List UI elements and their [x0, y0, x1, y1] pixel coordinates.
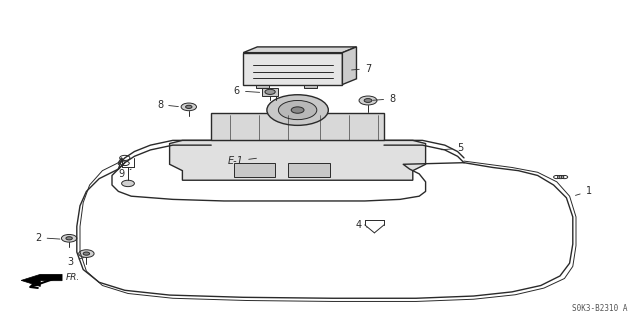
Circle shape: [79, 250, 94, 257]
Text: 2: 2: [35, 233, 60, 243]
Polygon shape: [170, 140, 426, 180]
Polygon shape: [288, 163, 330, 177]
Polygon shape: [243, 47, 356, 53]
Circle shape: [265, 89, 275, 94]
Polygon shape: [342, 47, 356, 85]
Circle shape: [291, 107, 304, 113]
Polygon shape: [243, 53, 342, 85]
Text: 9: 9: [118, 169, 131, 179]
Text: 3: 3: [67, 256, 84, 267]
Text: S0K3-B2310 A: S0K3-B2310 A: [572, 304, 627, 313]
Polygon shape: [304, 85, 317, 88]
Circle shape: [359, 96, 377, 105]
Text: E-1: E-1: [227, 156, 257, 166]
Polygon shape: [234, 163, 275, 177]
Text: 7: 7: [351, 63, 371, 74]
Text: 6: 6: [234, 86, 260, 96]
Circle shape: [364, 99, 372, 102]
Polygon shape: [21, 274, 62, 286]
Text: 8: 8: [157, 100, 179, 110]
Circle shape: [122, 180, 134, 187]
Polygon shape: [256, 85, 269, 88]
Circle shape: [181, 103, 196, 111]
Circle shape: [267, 95, 328, 125]
Polygon shape: [211, 113, 384, 140]
Circle shape: [83, 252, 90, 255]
Text: FR.: FR.: [66, 273, 80, 282]
Circle shape: [61, 234, 77, 242]
Text: 8: 8: [372, 94, 396, 104]
Circle shape: [278, 100, 317, 120]
Text: 5: 5: [441, 143, 464, 153]
Text: 4: 4: [355, 220, 367, 230]
Circle shape: [186, 105, 192, 108]
Circle shape: [66, 237, 72, 240]
Polygon shape: [262, 88, 278, 96]
Text: 1: 1: [575, 186, 592, 197]
